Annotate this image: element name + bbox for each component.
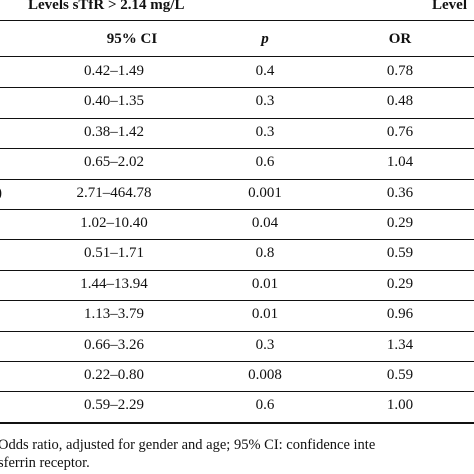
or-cell: 0.59 [386,245,414,262]
column-header-ci: 95% CI [106,31,158,47]
group-header-right: Level [432,0,467,13]
ci-cell: 1.13–3.79 [84,306,144,323]
ci-cell: 0.38–1.42 [84,123,144,140]
row-divider [0,361,474,362]
ci-cell: 0.51–1.71 [84,245,144,262]
ci-cell: 2.71–464.78 [76,184,152,201]
or-cell: 0.29 [386,215,414,231]
ci-cell: 0.65–2.02 [84,154,144,171]
p-value-cell: 0.001 [248,184,282,201]
or-cell: 0.78 [386,63,414,79]
ci-cell: 0.40–1.35 [84,93,144,110]
p-value-cell: 0.8 [255,245,275,262]
row-divider [0,87,474,89]
ci-cell: 0.66–3.26 [84,336,144,353]
p-value-cell: 0.4 [255,63,275,79]
or-cell: 0.96 [386,306,414,323]
or-cell: 0.76 [386,123,414,140]
or-cell: 0.36 [386,184,414,201]
row-divider [0,117,474,119]
row-divider [0,239,474,241]
row-divider [0,391,474,393]
p-value-cell: 0.01 [251,306,279,323]
or-cell: 0.29 [386,275,414,292]
group-header-rule [0,20,474,21]
row-divider [0,330,474,332]
or-cell: 1.00 [386,397,414,414]
p-value-cell: 0.6 [255,154,275,171]
footnote-line-1: Odds ratio, adjusted for gender and age;… [0,437,376,453]
p-value-cell: 0.008 [248,367,282,383]
p-value-cell: 0.04 [251,215,279,231]
ci-cell: 0.22–0.80 [84,367,144,383]
footnote-line-2: sferrin receptor. [0,455,90,471]
column-header-or: OR [388,31,412,47]
ci-cell: 1.44–13.94 [80,275,148,292]
p-value-cell: 0.3 [255,336,275,353]
ci-cell: 0.59–2.29 [84,397,144,414]
row-divider [0,269,474,271]
p-value-cell: 0.3 [255,93,275,110]
group-header-left: Levels sTfR > 2.14 mg/L [28,0,185,13]
or-cell: 0.59 [386,367,414,383]
table-bottom-rule [0,421,474,424]
p-value-cell: 0.3 [255,123,275,140]
ci-cell: 0.42–1.49 [84,63,144,79]
row-divider [0,178,474,180]
header-rule [0,56,474,57]
row-edge-fragment: ) [0,185,9,202]
or-cell: 0.48 [386,93,414,110]
p-value-cell: 0.01 [251,275,279,292]
column-header-p: p [261,31,269,47]
row-divider [0,148,474,150]
ci-cell: 1.02–10.40 [80,215,148,231]
or-cell: 1.04 [386,154,414,171]
p-value-cell: 0.6 [255,397,275,414]
or-cell: 1.34 [386,336,414,353]
row-divider [0,300,474,302]
row-divider [0,209,474,210]
